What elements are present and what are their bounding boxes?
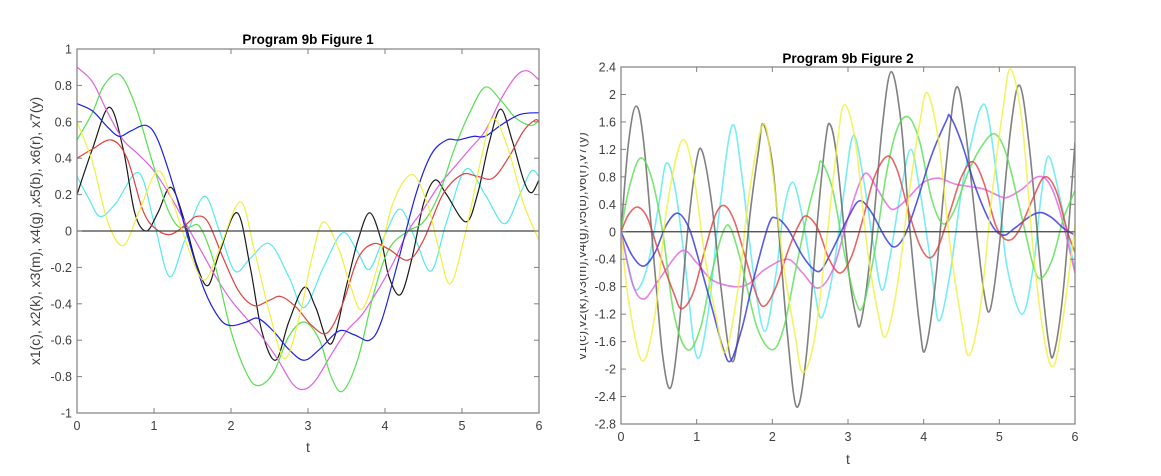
y-tick-label: 0.8 [55,79,72,93]
series-line-1 [77,167,539,309]
y-tick-label: -0.4 [50,297,72,311]
y-tick-label: 0.8 [599,170,616,184]
x-tick-label: 6 [1072,430,1079,444]
figure-2: Program 9b Figure 2 t v1(c),v2(k),v3(m),… [580,0,1161,476]
figure-2-plot: Program 9b Figure 2 t v1(c),v2(k),v3(m),… [580,51,1079,467]
y-tick-label: 0.4 [599,198,616,212]
x-tick-label: 2 [228,419,235,433]
series-line-1 [621,103,1075,359]
y-tick-label: 1.6 [599,115,616,129]
y-tick-label: -1.6 [594,335,616,349]
y-tick-label: 0.6 [55,115,72,129]
y-tick-label: 0 [65,225,72,239]
figure-1-series [77,66,539,393]
figure-2-series [621,68,1075,408]
series-line-7 [77,117,539,359]
x-tick-label: 1 [151,419,158,433]
figure-2-ylabel: v1(c),v2(k),v3(m),v4(g),v5(b),v6(r),v7(y… [580,132,589,360]
y-tick-label: -0.8 [50,370,72,384]
axes-box [620,66,1076,425]
y-tick-label: 0.2 [55,188,72,202]
series-line-4 [77,73,539,393]
y-tick-label: 1 [65,43,72,57]
x-tick-label: 6 [536,419,543,433]
y-tick-label: -2.4 [594,390,616,404]
x-tick-label: 4 [920,430,927,444]
figure-1-xlabel: t [306,439,310,455]
series-line-5 [77,103,539,361]
series-line-2 [77,106,539,361]
x-tick-label: 0 [618,430,625,444]
y-tick-label: 0 [609,225,616,239]
y-tick-label: -1 [61,407,72,421]
y-tick-label: -2 [605,363,616,377]
series-line-7 [621,68,1075,374]
x-tick-label: 1 [693,430,700,444]
y-tick-label: 2 [609,88,616,102]
y-tick-label: -1.2 [594,308,616,322]
y-tick-label: 0.4 [55,152,72,166]
y-tick-label: -0.6 [50,334,72,348]
y-tick-label: -0.4 [594,253,616,267]
figure-1-axes: 0 1 2 3 4 5 6 -1 -0.8 -0.6 -0.4 -0.2 0 0.2 0.4 0.6 0.8 1 [50,43,542,434]
x-tick-label: 3 [845,430,852,444]
figure-2-xlabel: t [846,451,850,467]
series-line-3 [621,172,1075,300]
figure-1: Program 9b Figure 1 t x1(c), x2(k), x3(m… [0,0,580,476]
x-tick-label: 5 [459,419,466,433]
x-tick-label: 2 [769,430,776,444]
series-line-3 [77,66,539,391]
y-tick-label: 1.2 [599,143,616,157]
series-line-4 [621,115,1075,351]
figure-1-plot: Program 9b Figure 1 t x1(c), x2(k), x3(m… [27,32,543,455]
series-line-6 [77,118,539,335]
y-tick-label: -0.8 [594,280,616,294]
y-tick-label: -0.2 [50,261,72,275]
figure-1-title: Program 9b Figure 1 [242,32,374,47]
series-line-5 [621,113,1075,363]
figure-1-ylabel: x1(c), x2(k), x3(m), x4(g) ,x5(b), x6(r)… [27,97,43,365]
figure-2-title: Program 9b Figure 2 [782,51,913,66]
x-tick-label: 5 [996,430,1003,444]
y-tick-label: 2.4 [599,61,616,75]
x-tick-label: 4 [382,419,389,433]
series-line-6 [621,155,1075,310]
y-tick-label: -2.8 [594,418,616,432]
x-tick-label: 3 [305,419,312,433]
figure-2-axes: 0 1 2 3 4 5 6 -2.8 -2.4 -2 -1.6 -1.2 -0.8 -0.4 0 0.4 0.8… [594,61,1078,445]
x-tick-label: 0 [74,419,81,433]
